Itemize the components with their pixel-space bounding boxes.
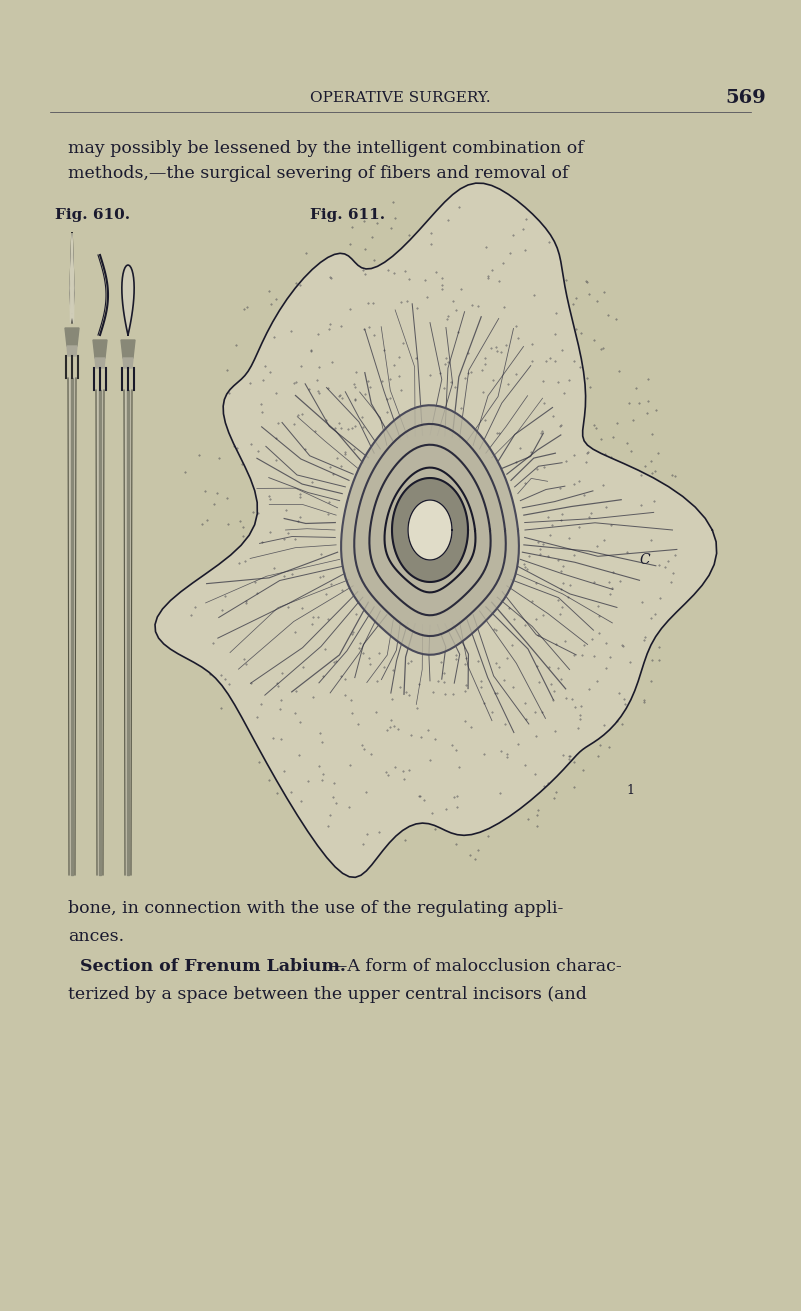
Polygon shape: [392, 479, 468, 582]
Polygon shape: [408, 499, 452, 560]
Polygon shape: [155, 184, 717, 877]
Polygon shape: [67, 346, 77, 357]
Polygon shape: [127, 389, 129, 874]
Text: —A form of malocclusion charac-: —A form of malocclusion charac-: [330, 958, 622, 975]
Text: terized by a space between the upper central incisors (and: terized by a space between the upper cen…: [68, 986, 587, 1003]
Text: may possibly be lessened by the intelligent combination of: may possibly be lessened by the intellig…: [68, 140, 584, 157]
Polygon shape: [341, 405, 519, 654]
Polygon shape: [71, 378, 73, 874]
Polygon shape: [93, 340, 107, 358]
Text: OPERATIVE SURGERY.: OPERATIVE SURGERY.: [310, 90, 491, 105]
Text: C: C: [640, 553, 650, 566]
Text: methods,—the surgical severing of fibers and removal of: methods,—the surgical severing of fibers…: [68, 165, 569, 182]
Polygon shape: [369, 444, 491, 615]
Text: ances.: ances.: [68, 928, 124, 945]
Polygon shape: [354, 423, 505, 636]
Polygon shape: [65, 328, 79, 346]
Polygon shape: [68, 378, 76, 874]
Polygon shape: [96, 389, 104, 874]
Polygon shape: [121, 340, 135, 358]
Polygon shape: [123, 358, 133, 368]
Text: 1: 1: [626, 784, 634, 797]
Polygon shape: [124, 389, 132, 874]
Text: 569: 569: [726, 89, 767, 108]
Polygon shape: [99, 389, 101, 874]
Polygon shape: [122, 265, 134, 336]
Polygon shape: [70, 233, 74, 323]
Polygon shape: [95, 358, 105, 368]
Polygon shape: [384, 468, 476, 593]
Text: Fig. 610.: Fig. 610.: [55, 208, 130, 222]
Text: bone, in connection with the use of the regulating appli-: bone, in connection with the use of the …: [68, 899, 563, 916]
Text: Section of Frenum Labium.: Section of Frenum Labium.: [80, 958, 346, 975]
Text: Fig. 611.: Fig. 611.: [310, 208, 385, 222]
